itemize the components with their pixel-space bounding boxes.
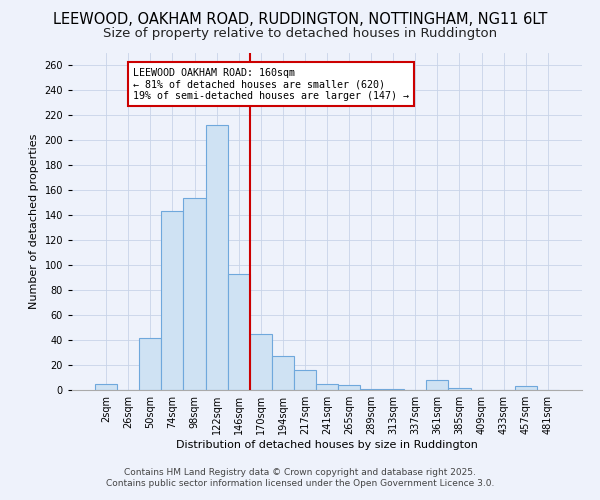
Text: LEEWOOD, OAKHAM ROAD, RUDDINGTON, NOTTINGHAM, NG11 6LT: LEEWOOD, OAKHAM ROAD, RUDDINGTON, NOTTIN… xyxy=(53,12,547,28)
Bar xyxy=(272,356,294,390)
Bar xyxy=(515,386,537,390)
Bar xyxy=(161,211,184,390)
Bar xyxy=(294,370,316,390)
Bar xyxy=(338,385,360,390)
Bar xyxy=(316,384,338,390)
Bar xyxy=(227,274,250,390)
Bar xyxy=(184,198,206,390)
Bar xyxy=(382,389,404,390)
Text: Contains HM Land Registry data © Crown copyright and database right 2025.
Contai: Contains HM Land Registry data © Crown c… xyxy=(106,468,494,487)
Y-axis label: Number of detached properties: Number of detached properties xyxy=(29,134,39,309)
Bar xyxy=(360,389,382,390)
X-axis label: Distribution of detached houses by size in Ruddington: Distribution of detached houses by size … xyxy=(176,440,478,450)
Bar xyxy=(95,384,117,390)
Bar xyxy=(448,388,470,390)
Bar xyxy=(250,334,272,390)
Text: Size of property relative to detached houses in Ruddington: Size of property relative to detached ho… xyxy=(103,28,497,40)
Bar xyxy=(427,380,448,390)
Text: LEEWOOD OAKHAM ROAD: 160sqm
← 81% of detached houses are smaller (620)
19% of se: LEEWOOD OAKHAM ROAD: 160sqm ← 81% of det… xyxy=(133,68,409,100)
Bar xyxy=(206,125,227,390)
Bar xyxy=(139,338,161,390)
